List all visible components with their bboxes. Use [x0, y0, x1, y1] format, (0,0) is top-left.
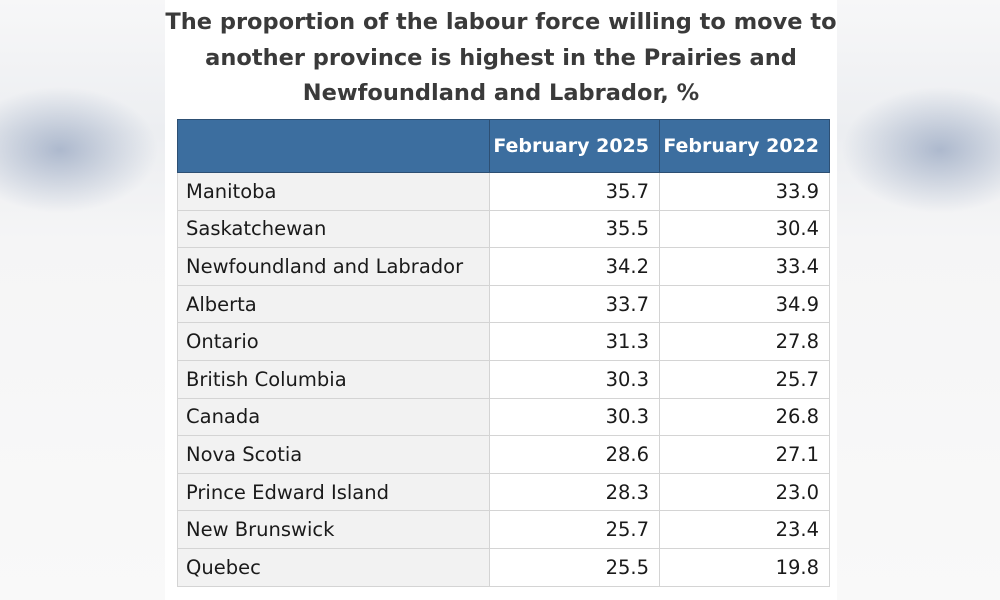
- row-region-label: Prince Edward Island: [177, 472, 490, 512]
- table-header-row: February 2025 February 2022: [177, 119, 830, 173]
- table-row: Quebec 25.5 19.8: [177, 547, 830, 587]
- row-region-label: Newfoundland and Labrador: [177, 247, 490, 286]
- table-row: Alberta 33.7 34.9: [177, 284, 830, 324]
- chart-card: The proportion of the labour force willi…: [165, 0, 837, 600]
- row-value-feb-2025: 30.3: [489, 397, 660, 437]
- row-value-feb-2022: 33.4: [659, 247, 830, 286]
- row-value-feb-2022: 23.0: [659, 472, 830, 512]
- table-body: Manitoba 35.7 33.9 Saskatchewan 35.5 30.4 Newf…: [177, 172, 830, 587]
- header-feb-2025: February 2025: [489, 119, 660, 173]
- row-value-feb-2022: 34.9: [659, 284, 830, 324]
- row-value-feb-2025: 28.3: [489, 472, 660, 512]
- header-region: [177, 119, 490, 173]
- row-value-feb-2022: 25.7: [659, 359, 830, 399]
- row-value-feb-2022: 27.1: [659, 435, 830, 474]
- chart-title-line-2: another province is highest in the Prair…: [205, 44, 797, 71]
- row-value-feb-2025: 34.2: [489, 247, 660, 286]
- chart-title-line-1: The proportion of the labour force willi…: [165, 9, 837, 35]
- row-value-feb-2025: 33.7: [489, 284, 660, 324]
- row-value-feb-2022: 26.8: [659, 397, 830, 437]
- row-value-feb-2025: 28.6: [489, 435, 660, 474]
- row-value-feb-2022: 33.9: [659, 172, 830, 211]
- chart-title-line-3: Newfoundland and Labrador, %: [302, 80, 700, 106]
- row-value-feb-2022: 30.4: [659, 209, 830, 249]
- row-value-feb-2022: 23.4: [659, 510, 830, 549]
- row-region-label: Nova Scotia: [177, 435, 490, 474]
- row-region-label: Alberta: [177, 284, 490, 324]
- table-row: Newfoundland and Labrador 34.2 33.4: [177, 247, 830, 286]
- row-value-feb-2025: 25.7: [489, 510, 660, 549]
- row-region-label: Saskatchewan: [177, 209, 490, 249]
- table-row: British Columbia 30.3 25.7: [177, 359, 830, 399]
- row-value-feb-2025: 30.3: [489, 359, 660, 399]
- header-feb-2022: February 2022: [659, 119, 830, 173]
- table-row: Ontario 31.3 27.8: [177, 322, 830, 361]
- chart-title: The proportion of the labour force willi…: [165, 5, 837, 112]
- row-region-label: Canada: [177, 397, 490, 437]
- table-row: Prince Edward Island 28.3 23.0: [177, 472, 830, 512]
- data-table-wrapper: February 2025 February 2022 Manitoba 35.7…: [177, 119, 830, 587]
- table-row: Canada 30.3 26.8: [177, 397, 830, 437]
- table-row: Saskatchewan 35.5 30.4: [177, 209, 830, 249]
- row-value-feb-2022: 19.8: [659, 547, 830, 587]
- row-value-feb-2025: 35.5: [489, 209, 660, 249]
- row-region-label: Quebec: [177, 547, 490, 587]
- row-region-label: Ontario: [177, 322, 490, 361]
- row-value-feb-2022: 27.8: [659, 322, 830, 361]
- table-row: New Brunswick 25.7 23.4: [177, 510, 830, 549]
- data-table: February 2025 February 2022 Manitoba 35.7…: [177, 119, 830, 587]
- row-value-feb-2025: 35.7: [489, 172, 660, 211]
- table-row: Nova Scotia 28.6 27.1: [177, 435, 830, 474]
- row-region-label: British Columbia: [177, 359, 490, 399]
- table-row: Manitoba 35.7 33.9: [177, 172, 830, 211]
- row-value-feb-2025: 31.3: [489, 322, 660, 361]
- row-region-label: Manitoba: [177, 172, 490, 211]
- row-value-feb-2025: 25.5: [489, 547, 660, 587]
- row-region-label: New Brunswick: [177, 510, 490, 549]
